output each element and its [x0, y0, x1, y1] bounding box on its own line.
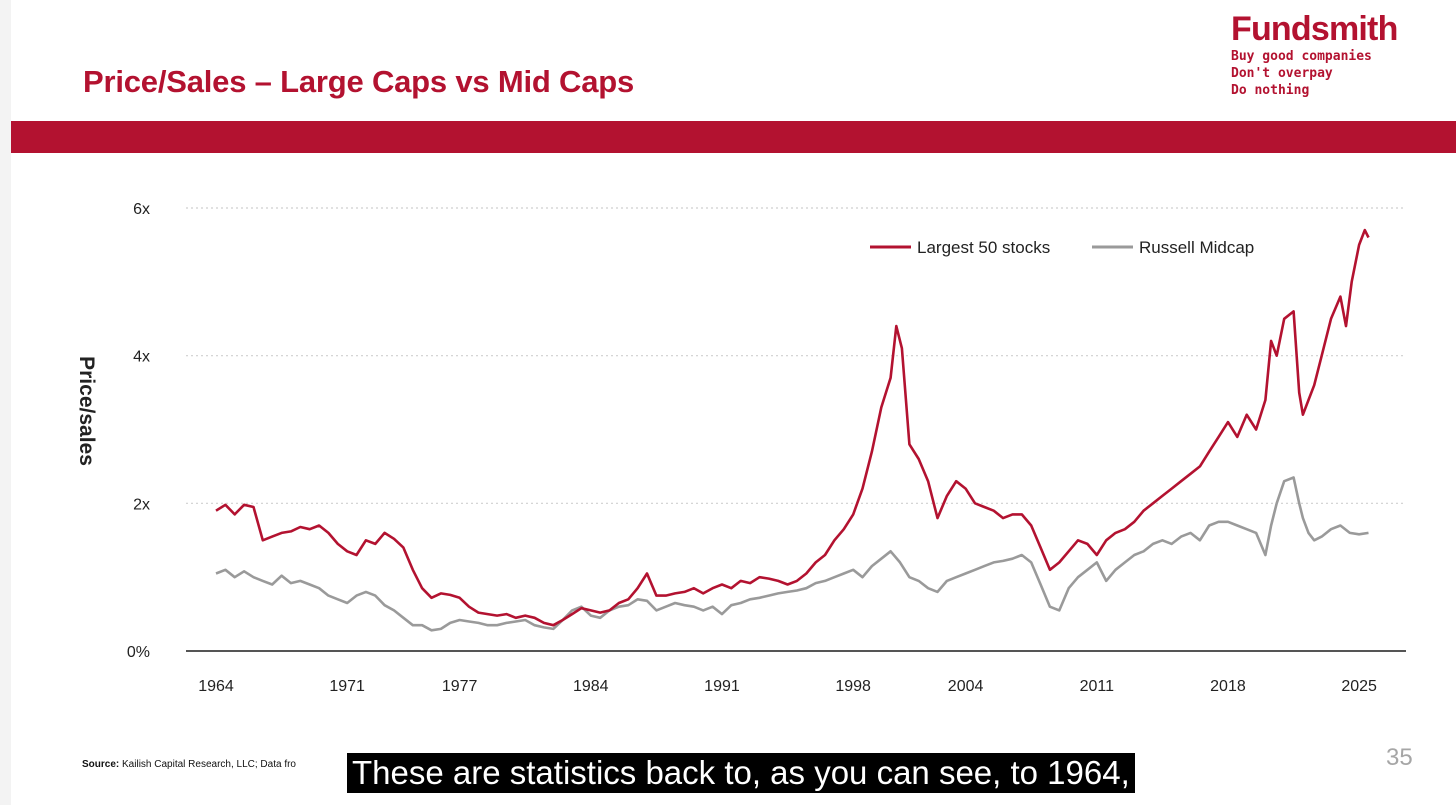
brand-tagline-3: Do nothing [1231, 83, 1310, 98]
source-label: Source: [82, 759, 120, 770]
y-axis-title: Price/sales [75, 356, 98, 466]
y-tick-label: 6x [133, 201, 150, 218]
x-tick-label: 2011 [1080, 678, 1115, 695]
series-line-largest-50 [215, 228, 1370, 627]
legend-label: Russell Midcap [1139, 238, 1254, 257]
x-tick-label: 1964 [198, 678, 234, 695]
brand-logo: Fundsmith Buy good companies Don't overp… [1231, 10, 1398, 99]
source-text: Kailish Capital Research, LLC; Data fro [122, 759, 296, 770]
video-caption: These are statistics back to, as you can… [347, 753, 1135, 793]
x-tick-label: 2025 [1341, 678, 1377, 695]
x-tick-label: 1977 [442, 678, 478, 695]
x-tick-label: 1991 [704, 678, 740, 695]
brand-tagline-1: Buy good companies [1231, 49, 1372, 64]
x-tick-label: 1998 [835, 678, 871, 695]
y-tick-label: 4x [133, 349, 150, 366]
title-divider-bar [11, 121, 1456, 153]
y-tick-label: 0% [127, 644, 150, 661]
page-number: 35 [1386, 744, 1413, 771]
brand-name: Fundsmith [1231, 10, 1398, 48]
slide-left-edge [0, 0, 11, 805]
x-tick-label: 1984 [573, 678, 609, 695]
slide-title: Price/Sales – Large Caps vs Mid Caps [83, 64, 635, 99]
brand-tagline-2: Don't overpay [1231, 66, 1333, 81]
x-tick-label: 1971 [329, 678, 365, 695]
legend-label: Largest 50 stocks [917, 238, 1050, 257]
x-tick-label: 2018 [1210, 678, 1246, 695]
y-tick-label: 2x [133, 496, 150, 513]
x-tick-label: 2004 [948, 678, 984, 695]
series-line-russell-midcap [215, 476, 1369, 632]
source-note: Source: Kailish Capital Research, LLC; D… [82, 759, 296, 770]
